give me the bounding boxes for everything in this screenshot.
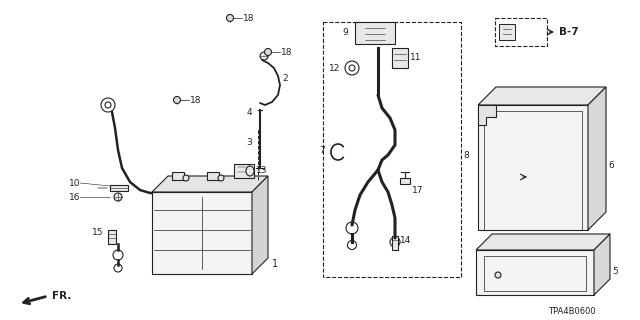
Bar bbox=[476, 250, 594, 295]
Circle shape bbox=[345, 61, 359, 75]
Text: 2: 2 bbox=[282, 74, 287, 83]
Circle shape bbox=[114, 193, 122, 201]
Polygon shape bbox=[478, 87, 606, 105]
Text: 4: 4 bbox=[246, 108, 252, 116]
Polygon shape bbox=[478, 105, 496, 125]
Circle shape bbox=[495, 272, 501, 278]
Text: FR.: FR. bbox=[52, 291, 72, 301]
Bar bbox=[108, 230, 116, 244]
Bar bbox=[400, 178, 410, 184]
Circle shape bbox=[227, 14, 234, 21]
Text: 12: 12 bbox=[328, 63, 340, 73]
Text: B-7: B-7 bbox=[559, 27, 579, 37]
Bar bbox=[484, 256, 586, 291]
Circle shape bbox=[105, 102, 111, 108]
Text: 9: 9 bbox=[342, 28, 348, 36]
Text: 10: 10 bbox=[68, 179, 80, 188]
Bar bbox=[323, 22, 461, 277]
Bar bbox=[110, 185, 128, 191]
Text: 13: 13 bbox=[256, 165, 268, 174]
Bar bbox=[152, 192, 252, 274]
Text: 5: 5 bbox=[612, 268, 618, 276]
Circle shape bbox=[346, 222, 358, 234]
Circle shape bbox=[348, 241, 356, 250]
Bar bbox=[355, 22, 395, 44]
Circle shape bbox=[264, 49, 271, 55]
Bar bbox=[207, 172, 219, 180]
Polygon shape bbox=[594, 234, 610, 295]
Text: 8: 8 bbox=[463, 150, 468, 159]
Ellipse shape bbox=[246, 166, 254, 176]
Circle shape bbox=[349, 65, 355, 71]
Bar bbox=[392, 48, 408, 68]
Text: 14: 14 bbox=[400, 236, 412, 244]
Text: 16: 16 bbox=[68, 193, 80, 202]
Circle shape bbox=[114, 264, 122, 272]
Text: 18: 18 bbox=[243, 13, 255, 22]
Text: 17: 17 bbox=[412, 186, 424, 195]
Text: 15: 15 bbox=[92, 228, 103, 236]
Text: TPA4B0600: TPA4B0600 bbox=[548, 308, 596, 316]
Circle shape bbox=[260, 52, 268, 60]
Circle shape bbox=[173, 97, 180, 103]
Text: 18: 18 bbox=[190, 95, 202, 105]
Bar bbox=[172, 172, 184, 180]
Circle shape bbox=[101, 98, 115, 112]
Polygon shape bbox=[588, 87, 606, 230]
Bar bbox=[478, 105, 588, 230]
Text: 7: 7 bbox=[319, 146, 325, 155]
Text: 1: 1 bbox=[272, 259, 278, 269]
Circle shape bbox=[218, 175, 224, 181]
Circle shape bbox=[183, 175, 189, 181]
Text: 11: 11 bbox=[410, 52, 422, 61]
Text: 6: 6 bbox=[608, 161, 614, 170]
Bar bbox=[392, 236, 398, 250]
Circle shape bbox=[113, 250, 123, 260]
Circle shape bbox=[390, 237, 400, 247]
Bar bbox=[234, 164, 254, 178]
Text: 3: 3 bbox=[246, 138, 252, 147]
Bar bbox=[499, 24, 515, 40]
Polygon shape bbox=[476, 234, 610, 250]
Polygon shape bbox=[152, 176, 268, 192]
Bar bbox=[484, 111, 582, 230]
Bar bbox=[495, 18, 547, 46]
Text: 18: 18 bbox=[281, 47, 292, 57]
Polygon shape bbox=[252, 176, 268, 274]
